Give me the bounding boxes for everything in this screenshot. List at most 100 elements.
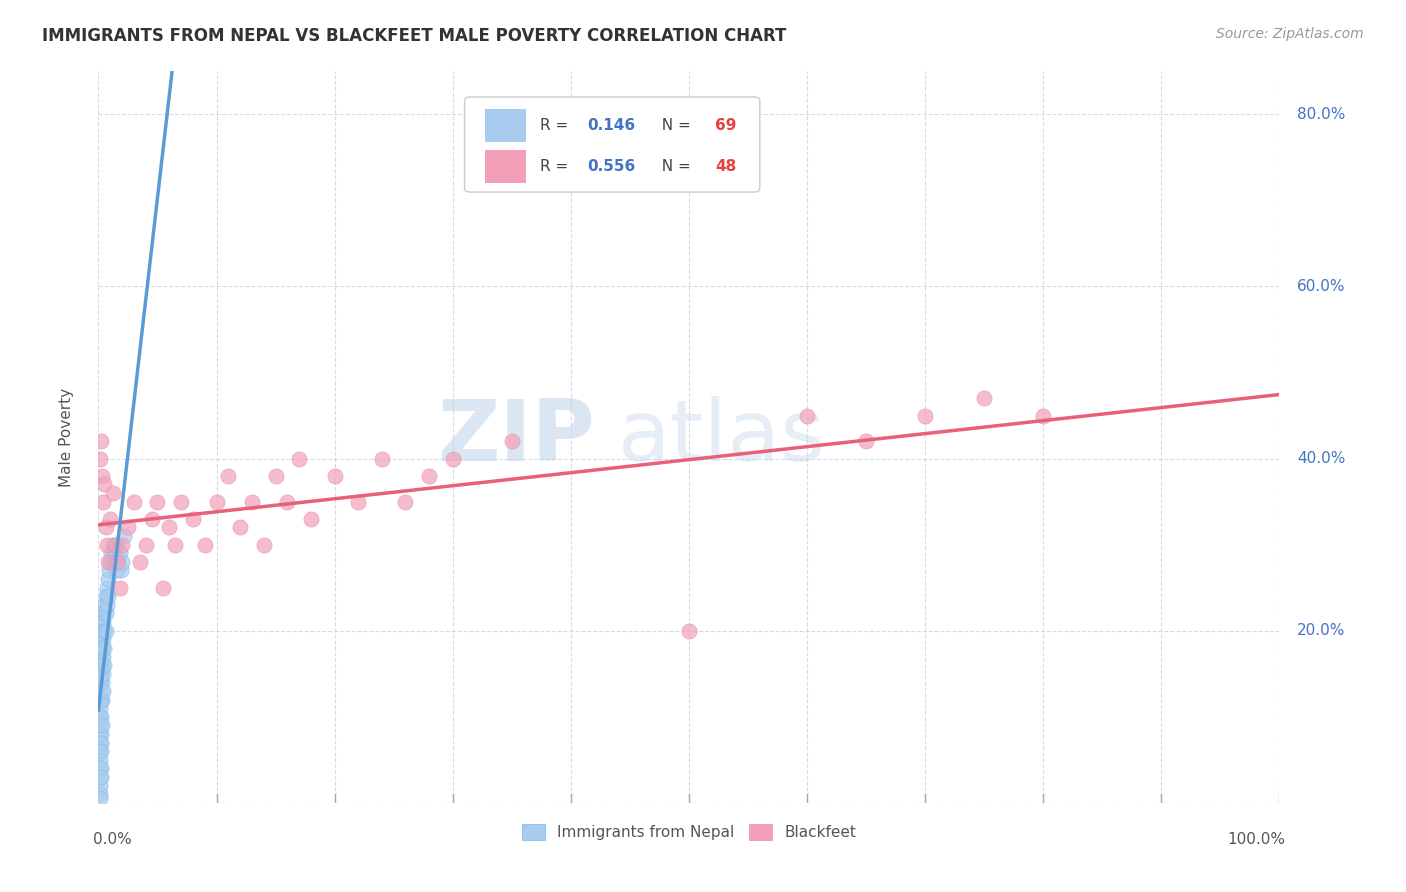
Point [89, 615, 111, 629]
Point [96, 581, 118, 595]
Point [194, 538, 217, 552]
Point [89, 779, 111, 793]
Point [93, 640, 115, 655]
Point [93, 624, 115, 638]
Point [89, 710, 111, 724]
Point [108, 546, 131, 560]
Point [501, 434, 523, 449]
Point [100, 546, 122, 560]
Point [89, 735, 111, 749]
Point [229, 520, 252, 534]
Point [111, 555, 134, 569]
Point [101, 486, 124, 500]
Point [91, 684, 114, 698]
Point [89, 770, 111, 784]
Point [111, 538, 134, 552]
Point [170, 494, 193, 508]
Point [371, 451, 394, 466]
Point [181, 512, 204, 526]
Point [165, 538, 187, 552]
Point [855, 434, 877, 449]
Point [97, 572, 120, 586]
Point [128, 555, 150, 569]
Point [276, 494, 298, 508]
Point [98, 512, 121, 526]
Point [105, 564, 128, 578]
Point [94, 624, 117, 638]
Point [94, 589, 117, 603]
Point [98, 564, 121, 578]
Text: IMMIGRANTS FROM NEPAL VS BLACKFEET MALE POVERTY CORRELATION CHART: IMMIGRANTS FROM NEPAL VS BLACKFEET MALE … [42, 27, 786, 45]
Point [91, 615, 114, 629]
Text: 60.0%: 60.0% [1298, 279, 1346, 294]
Text: atlas: atlas [619, 395, 827, 479]
Text: 0.146: 0.146 [588, 118, 636, 133]
Point [91, 718, 114, 732]
Text: 100.0%: 100.0% [1227, 832, 1285, 847]
Point [914, 409, 936, 423]
Point [89, 675, 111, 690]
Point [157, 520, 180, 534]
Text: 40.0%: 40.0% [1298, 451, 1346, 467]
Point [323, 468, 346, 483]
Point [91, 624, 114, 638]
Point [146, 494, 169, 508]
Point [299, 512, 322, 526]
Point [90, 727, 112, 741]
Point [96, 598, 118, 612]
Point [110, 564, 132, 578]
Point [217, 468, 239, 483]
Point [89, 607, 111, 621]
Point [94, 607, 117, 621]
Point [90, 692, 112, 706]
Point [89, 666, 111, 681]
Point [89, 658, 111, 673]
FancyBboxPatch shape [485, 150, 526, 183]
Point [264, 468, 287, 483]
Point [91, 494, 114, 508]
Point [91, 649, 114, 664]
Point [89, 753, 111, 767]
Point [94, 520, 117, 534]
Text: 0.0%: 0.0% [93, 832, 131, 847]
Point [91, 666, 114, 681]
Point [101, 538, 124, 552]
Point [90, 761, 112, 775]
Point [441, 451, 464, 466]
Point [89, 718, 111, 732]
Point [973, 392, 995, 406]
Text: R =: R = [540, 118, 574, 133]
Point [90, 640, 112, 655]
Point [97, 589, 120, 603]
Point [91, 658, 114, 673]
Point [89, 787, 111, 801]
Text: 69: 69 [714, 118, 737, 133]
Point [91, 675, 114, 690]
FancyBboxPatch shape [485, 109, 526, 142]
Point [103, 555, 125, 569]
Point [105, 555, 128, 569]
Point [90, 770, 112, 784]
Text: 20.0%: 20.0% [1298, 624, 1346, 638]
Point [89, 640, 111, 655]
Point [240, 494, 263, 508]
Point [418, 468, 440, 483]
Point [93, 477, 115, 491]
Point [347, 494, 370, 508]
Text: N =: N = [652, 118, 696, 133]
Point [89, 744, 111, 758]
Text: N =: N = [652, 159, 696, 174]
Point [205, 494, 228, 508]
Point [394, 494, 416, 508]
Point [90, 684, 112, 698]
Point [112, 529, 135, 543]
Point [135, 538, 157, 552]
Point [89, 761, 111, 775]
Point [90, 624, 112, 638]
Text: ZIP: ZIP [437, 395, 595, 479]
Point [141, 512, 163, 526]
Point [96, 538, 118, 552]
Point [93, 658, 115, 673]
Text: 48: 48 [714, 159, 737, 174]
Point [89, 701, 111, 715]
